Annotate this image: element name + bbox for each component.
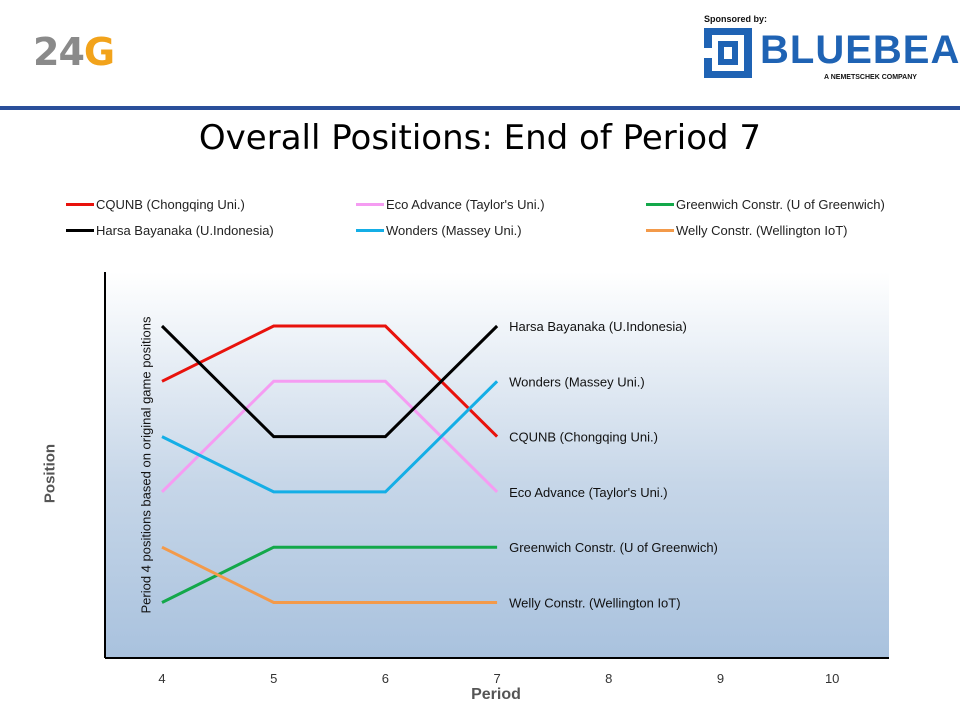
legend-swatch (646, 229, 674, 232)
legend-label: Welly Constr. (Wellington IoT) (676, 223, 848, 238)
series-line (160, 324, 499, 439)
legend-item: Wonders (Massey Uni.) (356, 223, 522, 238)
series-end-label: Wonders (Massey Uni.) (509, 374, 645, 389)
x-tick-label: 10 (825, 671, 839, 686)
sponsor-label: Sponsored by: (704, 14, 768, 24)
sponsor-tagline: A NEMETSCHEK COMPANY (824, 74, 917, 81)
series-line (161, 380, 499, 494)
x-tick-label: 9 (717, 671, 724, 686)
plot-area (105, 272, 889, 658)
legend-item: Welly Constr. (Wellington IoT) (646, 223, 847, 238)
legend-swatch (356, 203, 384, 206)
legend-item: Eco Advance (Taylor's Uni.) (356, 197, 545, 212)
chart-title: Overall Positions: End of Period 7 (198, 118, 762, 158)
x-tick-label: 7 (493, 671, 500, 686)
series-end-label: Eco Advance (Taylor's Uni.) (509, 485, 668, 500)
series-end-label: Welly Constr. (Wellington IoT) (509, 596, 680, 611)
series-end-label: Harsa Bayanaka (U.Indonesia) (509, 319, 687, 334)
series-end-label: CQUNB (Chongqing Uni.) (509, 430, 658, 445)
legend-swatch (646, 203, 674, 206)
sponsor-name: BLUEBEAM (760, 28, 960, 72)
legend-label: Eco Advance (Taylor's Uni.) (386, 197, 545, 212)
legend-label: Greenwich Constr. (U of Greenwich) (676, 197, 885, 212)
legend-item: CQUNB (Chongqing Uni.) (66, 197, 245, 212)
legend-swatch (356, 229, 384, 232)
x-tick-label: 6 (382, 671, 389, 686)
legend-label: Wonders (Massey Uni.) (386, 223, 522, 238)
bluebeam-logo-icon (704, 28, 752, 78)
logo-24g: 24G (33, 30, 115, 74)
legend-label: CQUNB (Chongqing Uni.) (96, 197, 245, 212)
logo-number: 24 (33, 30, 85, 74)
legend-label: Harsa Bayanaka (U.Indonesia) (96, 223, 274, 238)
legend-item: Greenwich Constr. (U of Greenwich) (646, 197, 885, 212)
x-axis-title: Period (471, 686, 521, 703)
x-tick-label: 4 (158, 671, 165, 686)
legend-item: Harsa Bayanaka (U.Indonesia) (66, 223, 274, 238)
legend-swatch (66, 229, 94, 232)
chart-annotation: Period 4 positions based on original gam… (138, 316, 154, 614)
legend-swatch (66, 203, 94, 206)
y-axis-title: Position (41, 443, 59, 504)
x-tick-label: 5 (270, 671, 277, 686)
logo-letter: G (83, 30, 115, 74)
header-rule (0, 106, 960, 110)
x-tick-label: 8 (605, 671, 612, 686)
series-end-label: Greenwich Constr. (U of Greenwich) (509, 540, 718, 555)
series-line (161, 545, 498, 604)
